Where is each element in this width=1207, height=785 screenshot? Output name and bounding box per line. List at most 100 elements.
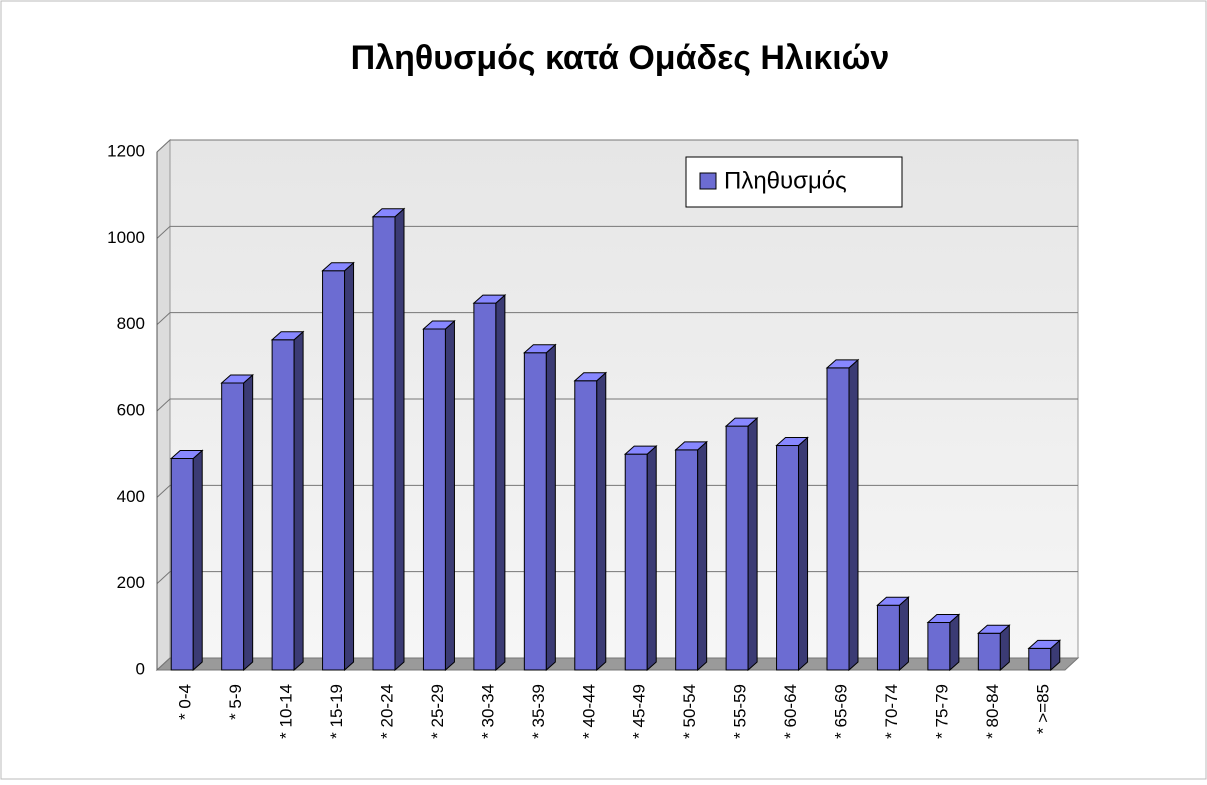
bar-top [573, 372, 608, 382]
x-tick-label: * 30-34 [478, 684, 497, 739]
bar-side [243, 373, 254, 672]
bar-side [898, 596, 909, 672]
bar-front [523, 352, 547, 671]
bar [422, 319, 456, 672]
bar [169, 449, 204, 672]
y-tick-label: 800 [117, 314, 145, 333]
bar-side [495, 293, 506, 672]
bar [220, 373, 254, 672]
bar-side [747, 416, 758, 672]
x-tick-label: * 80-84 [983, 684, 1002, 739]
bar-top [724, 417, 759, 427]
bar [371, 207, 406, 672]
y-tick-label: 1200 [107, 141, 145, 160]
bar-top [220, 374, 254, 384]
x-tick-label: * 40-44 [579, 684, 598, 739]
x-tick-label: * 5-9 [226, 684, 245, 720]
bar-top [825, 359, 860, 369]
bar-top [1027, 639, 1062, 649]
bar-front [322, 270, 346, 671]
grid-line [156, 139, 1078, 153]
bar [926, 613, 961, 672]
bar-top [523, 344, 557, 354]
bar [623, 445, 658, 672]
bar-front [271, 339, 295, 671]
grid-line [156, 398, 1078, 412]
x-tick-label: * 75-79 [932, 684, 951, 739]
bar [977, 624, 1011, 672]
x-tick-label: * 65-69 [831, 684, 850, 739]
bar [523, 343, 557, 672]
bar [825, 358, 860, 672]
y-tick-label: 400 [117, 487, 145, 506]
bar-side [596, 371, 607, 672]
bar-front [473, 302, 497, 671]
bar-front [725, 425, 749, 671]
bar-front [422, 328, 446, 671]
bar-front [221, 382, 245, 671]
bar-top [472, 294, 507, 304]
bar [321, 261, 355, 672]
bar-top [623, 445, 658, 455]
bar-side [646, 445, 657, 672]
bar-front [826, 367, 850, 671]
bar-side [293, 330, 304, 672]
grid-line [156, 657, 1078, 671]
x-tick-label: * 15-19 [327, 684, 346, 739]
x-tick-label: * 25-29 [428, 684, 447, 739]
legend-label: Πληθυσμός [724, 167, 847, 194]
grid-line [156, 312, 1078, 326]
bar-front [1028, 647, 1052, 671]
bar [270, 330, 305, 672]
bar-top [371, 208, 406, 218]
x-tick-label: * 70-74 [882, 684, 901, 739]
bar-top [422, 320, 456, 330]
bar-front [372, 216, 396, 671]
y-tick-label: 200 [117, 573, 145, 592]
bar-side [344, 261, 355, 672]
bar [674, 440, 708, 672]
bar-front [776, 445, 800, 671]
bar [724, 416, 759, 672]
bar-side [192, 449, 203, 672]
legend-swatch [699, 172, 717, 190]
bar [876, 596, 910, 672]
x-tick-label: * 0-4 [176, 684, 195, 720]
x-tick-label: * 50-54 [680, 684, 699, 739]
bar-top [775, 437, 809, 447]
legend: Πληθυσμός [685, 156, 903, 208]
x-tick-label: * 20-24 [377, 684, 396, 739]
bar-side [394, 207, 405, 672]
y-tick-label: 0 [136, 659, 145, 678]
bar-top [876, 596, 910, 606]
bar-front [977, 632, 1001, 671]
bar [775, 436, 809, 672]
grid-line [156, 571, 1078, 585]
x-tick-label: * 35-39 [529, 684, 548, 739]
bar-side [697, 440, 708, 672]
bar-front [574, 380, 598, 671]
bar-front [876, 604, 900, 671]
chart-title: Πληθυσμός κατά Ομάδες Ηλικιών [351, 39, 890, 77]
bar-top [674, 441, 708, 451]
bar [472, 293, 507, 672]
grid-line [156, 225, 1078, 239]
bar [573, 371, 608, 672]
x-tick-label: * 60-64 [781, 684, 800, 739]
x-tick-label: * 55-59 [731, 684, 750, 739]
grid-line [156, 484, 1078, 498]
bar-side [444, 319, 455, 672]
bar-front [170, 457, 194, 671]
bar-front [624, 453, 648, 671]
x-tick-label: * >=85 [1033, 684, 1052, 734]
y-tick-label: 600 [117, 400, 145, 419]
bar-top [270, 331, 305, 341]
bar-top [977, 624, 1011, 634]
legend-box [685, 156, 903, 208]
bar-side [848, 358, 859, 672]
bar [1027, 639, 1062, 672]
bar-side [545, 343, 556, 672]
bar-front [675, 449, 699, 671]
x-tick-label: * 10-14 [277, 684, 296, 739]
